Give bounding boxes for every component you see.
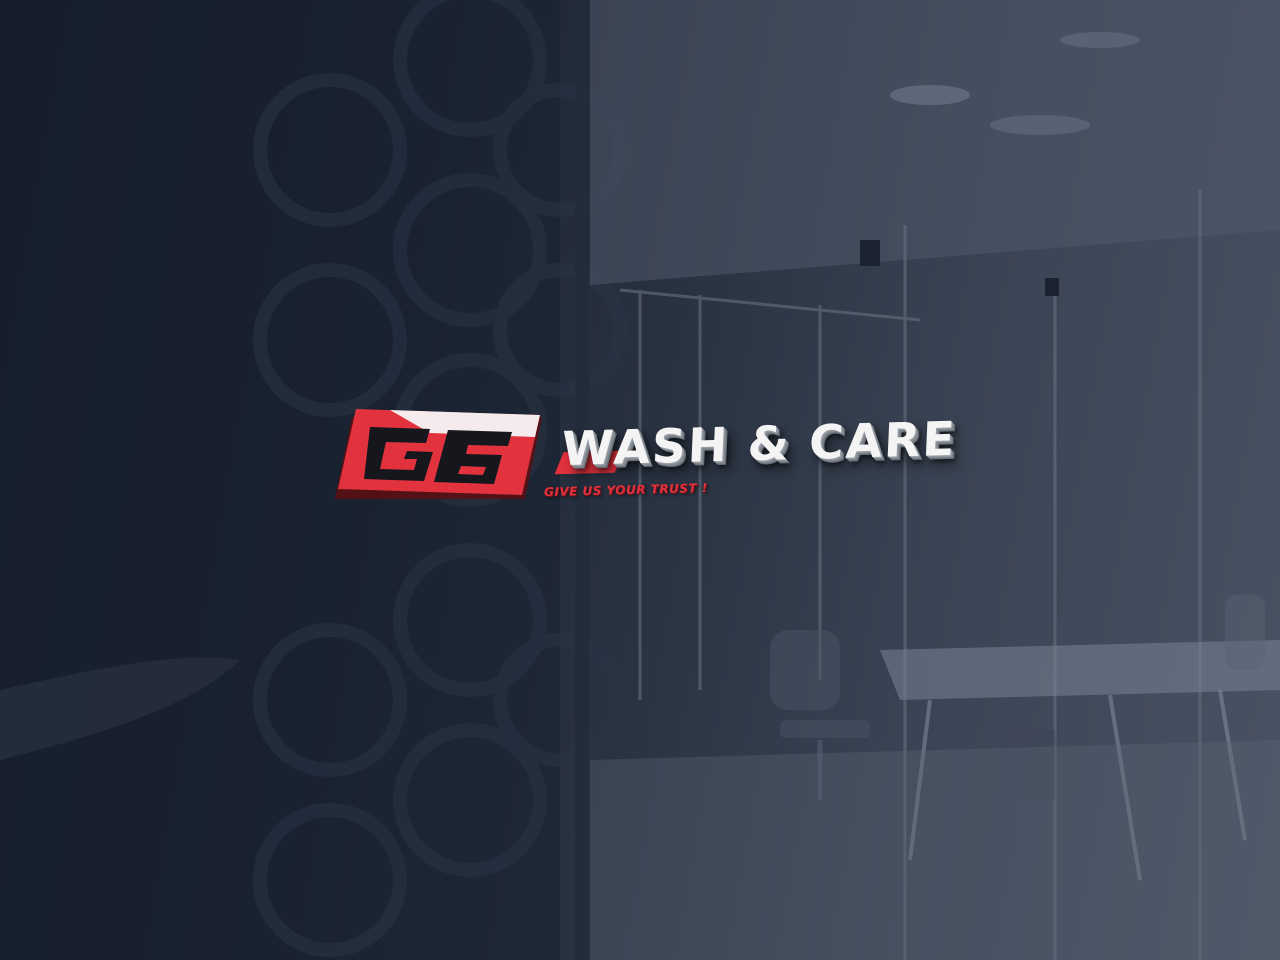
office-chair: [770, 630, 870, 800]
glass-frame-post: [575, 0, 589, 960]
g6-wash-and-care-logo: WASH & CARE GIVE US YOUR TRUST !: [330, 395, 958, 515]
trash-bin: [1000, 730, 1055, 800]
office-floor: [590, 740, 1280, 960]
ceiling-light: [1060, 32, 1140, 48]
desk-legs: [908, 689, 1247, 881]
office-chair: [1225, 595, 1265, 670]
office-desk: [880, 640, 1280, 700]
g6-badge-icon: [334, 409, 542, 499]
ceiling-light: [990, 115, 1090, 135]
brand-name-text: WASH & CARE: [560, 411, 958, 478]
foreground-chair-silhouette: [0, 657, 240, 760]
office-ceiling: [590, 0, 1280, 285]
ceiling-light: [890, 85, 970, 105]
glass-door-clamp: [860, 240, 880, 266]
brand-name: WASH & CARE: [554, 411, 958, 478]
brand-tagline: GIVE US YOUR TRUST !: [543, 480, 708, 500]
office-window-frames: [619, 190, 1202, 960]
glass-door-clamp: [1045, 278, 1059, 296]
